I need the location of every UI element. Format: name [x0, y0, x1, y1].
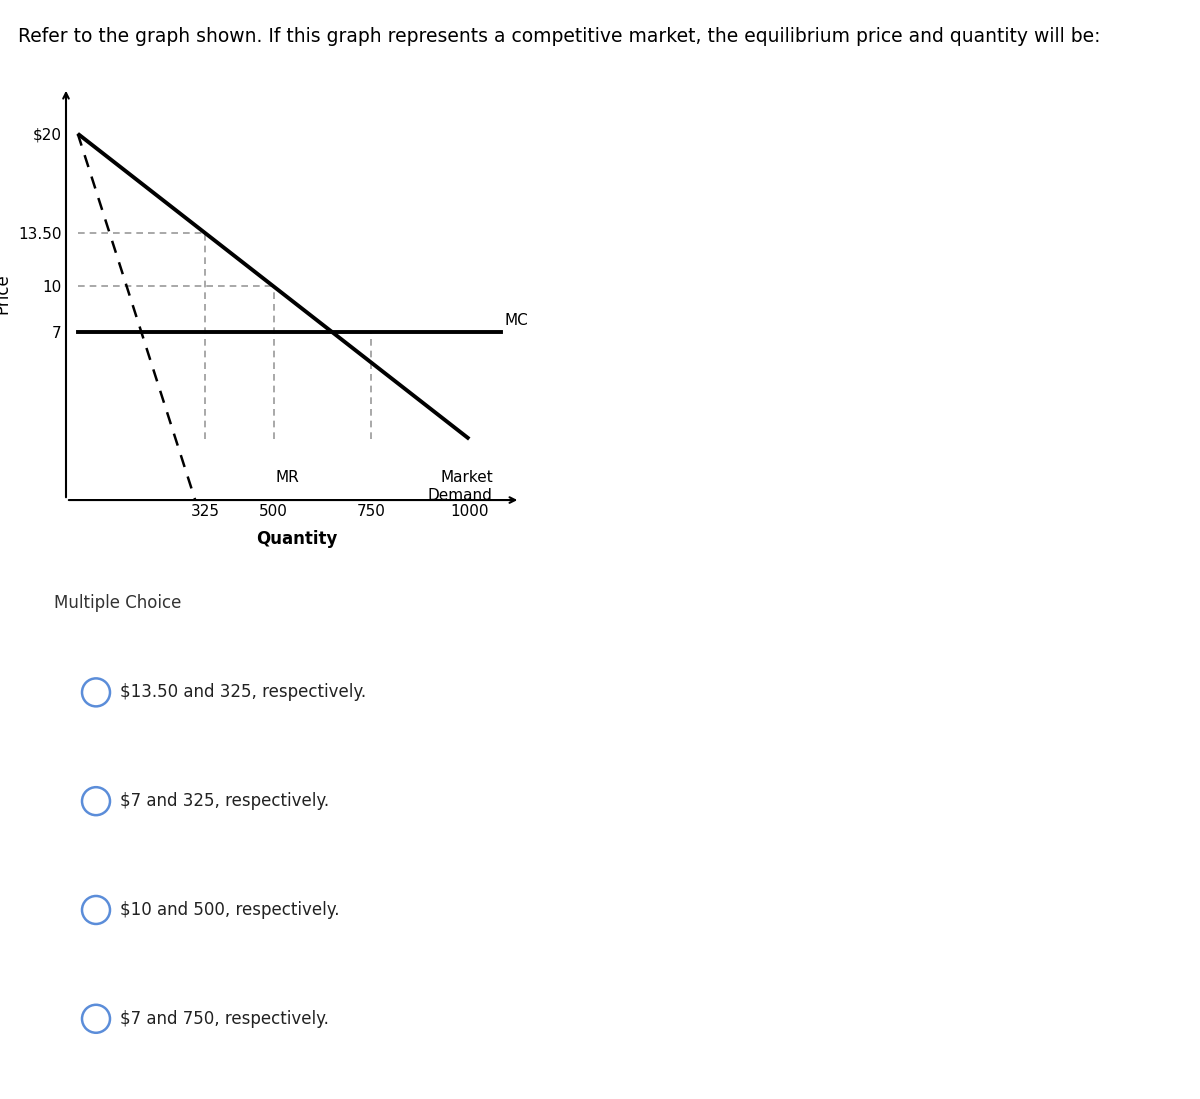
Text: $7 and 325, respectively.: $7 and 325, respectively.	[120, 792, 329, 810]
Text: $13.50 and 325, respectively.: $13.50 and 325, respectively.	[120, 684, 366, 701]
Text: Refer to the graph shown. If this graph represents a competitive market, the equ: Refer to the graph shown. If this graph …	[18, 27, 1100, 46]
Text: Multiple Choice: Multiple Choice	[54, 595, 181, 612]
Text: MR: MR	[276, 469, 299, 485]
Text: MC: MC	[504, 312, 528, 328]
Text: $10 and 500, respectively.: $10 and 500, respectively.	[120, 901, 340, 919]
Text: Market
Demand: Market Demand	[428, 469, 493, 503]
Y-axis label: Price: Price	[0, 274, 11, 314]
X-axis label: Quantity: Quantity	[257, 531, 337, 548]
Text: $7 and 750, respectively.: $7 and 750, respectively.	[120, 1010, 329, 1028]
